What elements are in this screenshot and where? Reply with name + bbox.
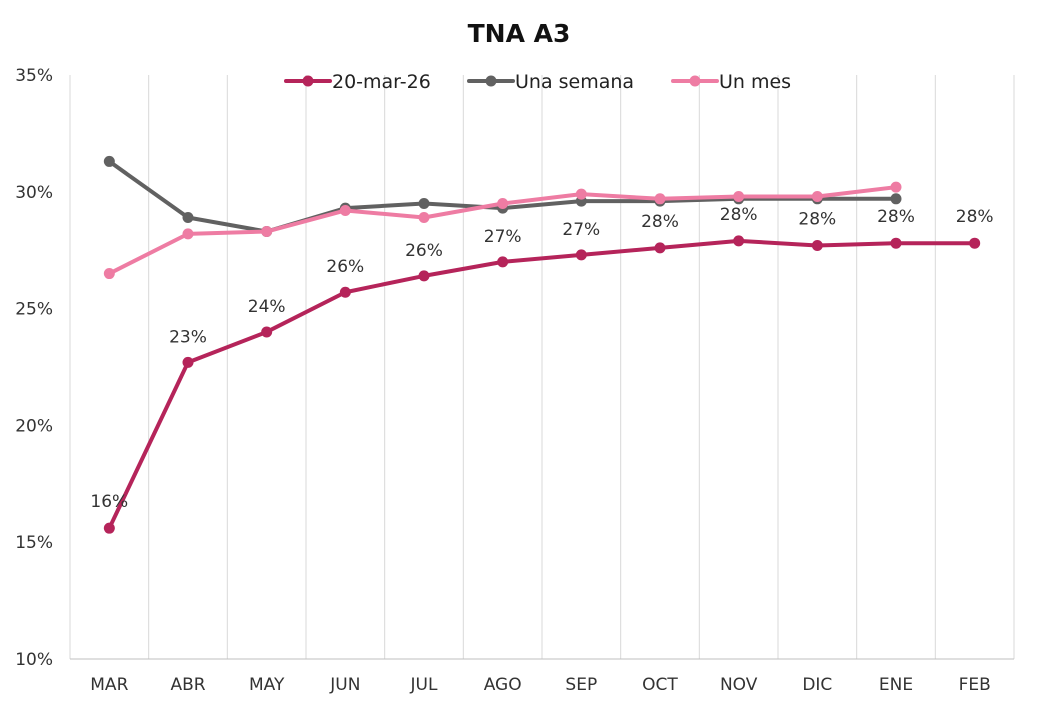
data-label: 16%: [90, 492, 128, 512]
data-point: [969, 237, 981, 249]
data-point: [182, 211, 194, 223]
x-tick-label: JUN: [329, 675, 360, 695]
data-point: [811, 190, 823, 202]
data-point: [182, 228, 194, 240]
y-tick-label: 20%: [15, 416, 53, 436]
data-label: 28%: [641, 212, 679, 232]
data-label: 26%: [405, 241, 443, 261]
x-tick-label: ABR: [170, 675, 205, 695]
data-point: [654, 242, 666, 254]
data-labels: 16% 23% 24% 26% 26% 27% 27% 28% 28% 28% 28% 28%: [90, 205, 993, 512]
chart-title: TNA A3: [468, 19, 571, 48]
data-label: 24%: [248, 297, 286, 317]
x-tick-label: DIC: [802, 675, 832, 695]
y-tick-label: 15%: [15, 533, 53, 553]
x-tick-label: FEB: [959, 675, 991, 695]
legend-label: Un mes: [719, 71, 791, 93]
x-tick-label: NOV: [720, 675, 758, 695]
data-point: [103, 155, 115, 167]
legend-label: 20-mar-26: [332, 71, 431, 93]
data-label: 26%: [326, 257, 364, 277]
data-label: 28%: [798, 210, 836, 230]
data-point: [654, 193, 666, 205]
x-tick-label: MAR: [90, 675, 128, 695]
legend: 20-mar-26 Una semana Un mes: [284, 71, 791, 93]
x-tick-label: MAY: [249, 675, 285, 695]
x-tick-label: JUL: [410, 675, 438, 695]
series-line: [107, 238, 977, 531]
series-layer: [103, 155, 981, 534]
data-point: [890, 181, 902, 193]
y-tick-label: 30%: [15, 183, 53, 203]
data-point: [182, 356, 194, 368]
y-tick-label: 10%: [15, 650, 53, 670]
data-point: [339, 204, 351, 216]
x-tick-label: AGO: [484, 675, 522, 695]
y-tick-label: 25%: [15, 300, 53, 320]
data-point: [103, 268, 115, 280]
data-point: [733, 235, 745, 247]
data-point: [103, 522, 115, 534]
legend-marker: [302, 75, 314, 87]
x-tick-label: ENE: [879, 675, 913, 695]
data-label: 28%: [720, 205, 758, 225]
grid: [69, 75, 1015, 659]
data-point: [497, 256, 509, 268]
data-point: [733, 190, 745, 202]
data-label: 27%: [562, 220, 600, 240]
data-point: [261, 226, 273, 238]
data-label: 28%: [877, 207, 915, 227]
data-label: 28%: [956, 207, 994, 227]
data-point: [575, 188, 587, 200]
x-tick-label: OCT: [642, 675, 678, 695]
data-label: 27%: [484, 227, 522, 247]
data-point: [890, 237, 902, 249]
data-point: [418, 197, 430, 209]
legend-marker: [485, 75, 497, 87]
data-point: [261, 326, 273, 338]
data-point: [418, 270, 430, 282]
data-point: [890, 193, 902, 205]
data-point: [497, 197, 509, 209]
data-point: [575, 249, 587, 261]
legend-label: Una semana: [515, 71, 634, 93]
x-tick-label: SEP: [565, 675, 597, 695]
y-tick-label: 35%: [15, 66, 53, 86]
data-point: [339, 286, 351, 298]
axes: 35% 30% 25% 20% 15% 10% MAR ABR MAY JUN JUL AGO SEP O…: [15, 66, 1014, 695]
data-point: [418, 211, 430, 223]
data-label: 23%: [169, 327, 207, 347]
data-point: [811, 240, 823, 252]
legend-marker: [689, 75, 701, 87]
